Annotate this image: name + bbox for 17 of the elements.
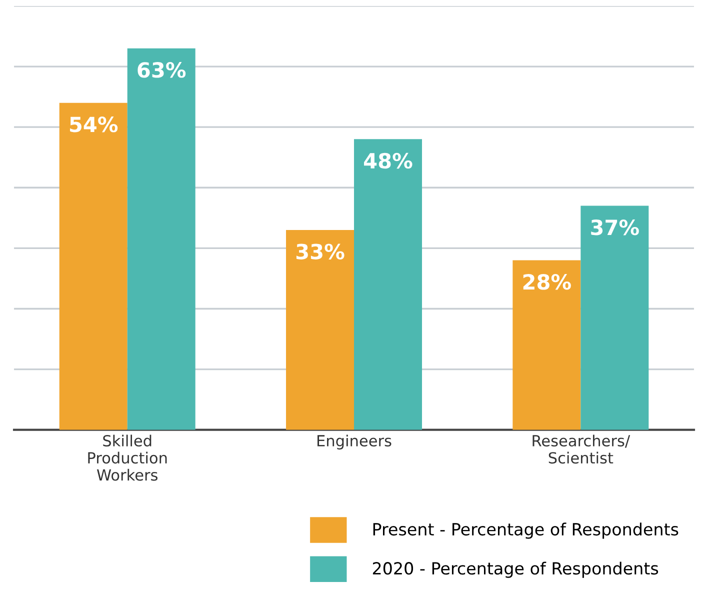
legend-label: Present - Percentage of Respondents: [373, 522, 678, 539]
bar: [127, 48, 196, 430]
data-label: 28%: [523, 274, 571, 290]
data-label: 48%: [364, 152, 412, 169]
x-tick-label: Skilled Production Workers: [88, 434, 167, 481]
bar: [354, 139, 422, 430]
bar: [286, 230, 354, 430]
data-label: 63%: [138, 62, 186, 78]
legend-label: 2020 - Percentage of Respondents: [372, 562, 658, 578]
data-label: 33%: [296, 244, 344, 260]
bar: [59, 102, 128, 430]
data-label: 54%: [70, 116, 118, 132]
bar: [512, 260, 581, 430]
x-tick-label: Researchers/ Scientist: [532, 434, 630, 464]
bar: [580, 206, 649, 430]
data-label: 37%: [591, 219, 639, 236]
x-tick-label: Engineers: [318, 434, 392, 450]
